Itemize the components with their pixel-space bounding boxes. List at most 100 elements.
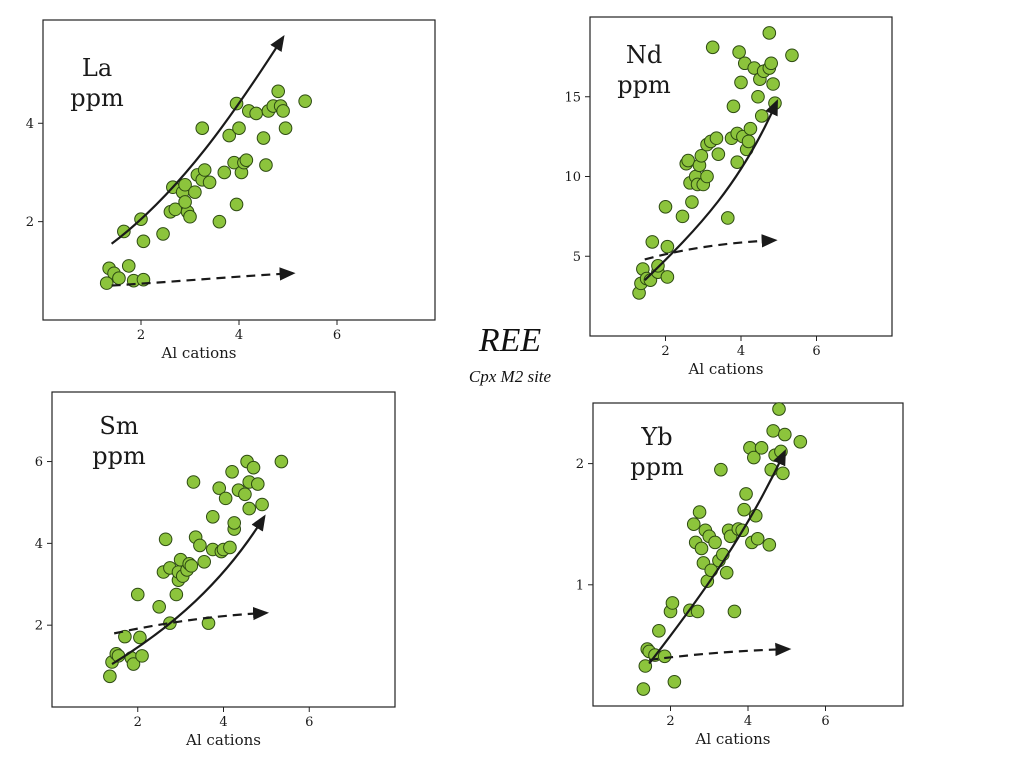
element-label: Sm: [99, 412, 138, 440]
data-point: [793, 434, 808, 449]
data-point: [222, 128, 236, 143]
data-point: [239, 153, 254, 167]
figure-title: REE: [478, 322, 542, 359]
data-point: [246, 460, 261, 475]
data-point: [766, 77, 780, 91]
data-point: [694, 541, 709, 556]
x-axis-label: Al cations: [688, 360, 764, 378]
data-point: [730, 155, 745, 169]
data-point: [121, 259, 136, 273]
data-point: [660, 239, 675, 254]
data-point: [762, 538, 777, 552]
x-tick-label: 6: [821, 714, 829, 729]
trend-arrow-dashed: [644, 234, 778, 261]
y-tick-label: 2: [26, 215, 34, 230]
data-point: [694, 148, 709, 163]
data-point: [188, 185, 202, 199]
data-point: [747, 450, 761, 465]
data-point: [212, 214, 227, 229]
element-label: La: [82, 54, 112, 82]
x-tick-label: 6: [812, 344, 820, 359]
data-point: [276, 104, 290, 118]
data-point: [774, 444, 788, 459]
x-tick-label: 2: [661, 344, 669, 359]
data-point: [178, 195, 192, 209]
x-tick-label: 2: [137, 328, 145, 343]
data-point: [785, 48, 799, 63]
data-point: [776, 466, 790, 481]
data-point: [743, 121, 758, 136]
data-point: [126, 657, 141, 671]
data-point: [217, 165, 232, 180]
data-point: [298, 94, 312, 108]
data-point: [732, 45, 746, 59]
x-tick-label: 4: [744, 714, 752, 729]
trend-arrow-dashed: [649, 642, 792, 662]
data-point: [229, 197, 244, 212]
data-point: [130, 587, 145, 602]
data-point: [274, 454, 289, 469]
plot-frame: [51, 391, 396, 708]
data-point: [720, 211, 735, 225]
data-point: [197, 554, 212, 569]
data-point: [734, 75, 748, 90]
data-point: [636, 682, 651, 696]
data-point: [675, 209, 690, 224]
x-axis-label: Al cations: [695, 730, 771, 748]
figure-subtitle: Cpx M2 site: [468, 367, 552, 386]
x-tick-label: 4: [737, 344, 745, 359]
data-point: [250, 477, 265, 491]
data-point: [184, 559, 199, 573]
data-point: [278, 121, 293, 135]
trend-arrow-solid: [648, 449, 786, 665]
data-point: [225, 464, 239, 479]
x-tick-label: 6: [305, 715, 313, 730]
data-point: [218, 491, 233, 506]
trend-arrow-solid: [111, 514, 266, 665]
data-point: [186, 475, 201, 489]
x-tick-label: 2: [134, 715, 142, 730]
y-tick-label: 10: [564, 170, 581, 185]
data-point: [705, 40, 720, 55]
data-point: [741, 134, 756, 149]
data-point: [754, 441, 769, 455]
data-point: [652, 624, 666, 638]
y-tick-label: 6: [35, 455, 43, 470]
data-point: [739, 487, 753, 501]
unit-label: ppm: [630, 453, 684, 481]
data-point: [178, 177, 192, 192]
data-point: [112, 271, 126, 285]
data-point: [726, 99, 741, 114]
trend-arrow-solid: [643, 99, 778, 281]
data-point: [197, 163, 212, 177]
trend-arrow-solid: [110, 34, 285, 245]
data-point: [681, 153, 695, 168]
x-tick-label: 2: [666, 714, 674, 729]
data-point: [750, 531, 765, 546]
y-tick-label: 5: [573, 250, 581, 265]
data-point: [658, 200, 673, 214]
data-point: [133, 630, 147, 645]
data-point: [232, 121, 246, 135]
data-point: [714, 462, 728, 477]
data-point: [690, 604, 705, 619]
data-point: [242, 501, 257, 516]
data-point: [169, 587, 184, 602]
data-point: [103, 669, 117, 684]
data-point: [183, 209, 197, 224]
data-point: [657, 649, 672, 664]
data-point: [711, 147, 726, 161]
data-point: [156, 227, 170, 241]
data-point: [223, 540, 237, 555]
data-point: [709, 131, 724, 146]
y-tick-label: 1: [576, 578, 584, 593]
data-point: [764, 56, 779, 71]
data-point: [660, 270, 675, 284]
data-point: [99, 276, 114, 290]
data-point: [212, 481, 227, 495]
data-point: [136, 234, 151, 249]
data-point: [195, 121, 210, 135]
data-point: [249, 106, 263, 121]
